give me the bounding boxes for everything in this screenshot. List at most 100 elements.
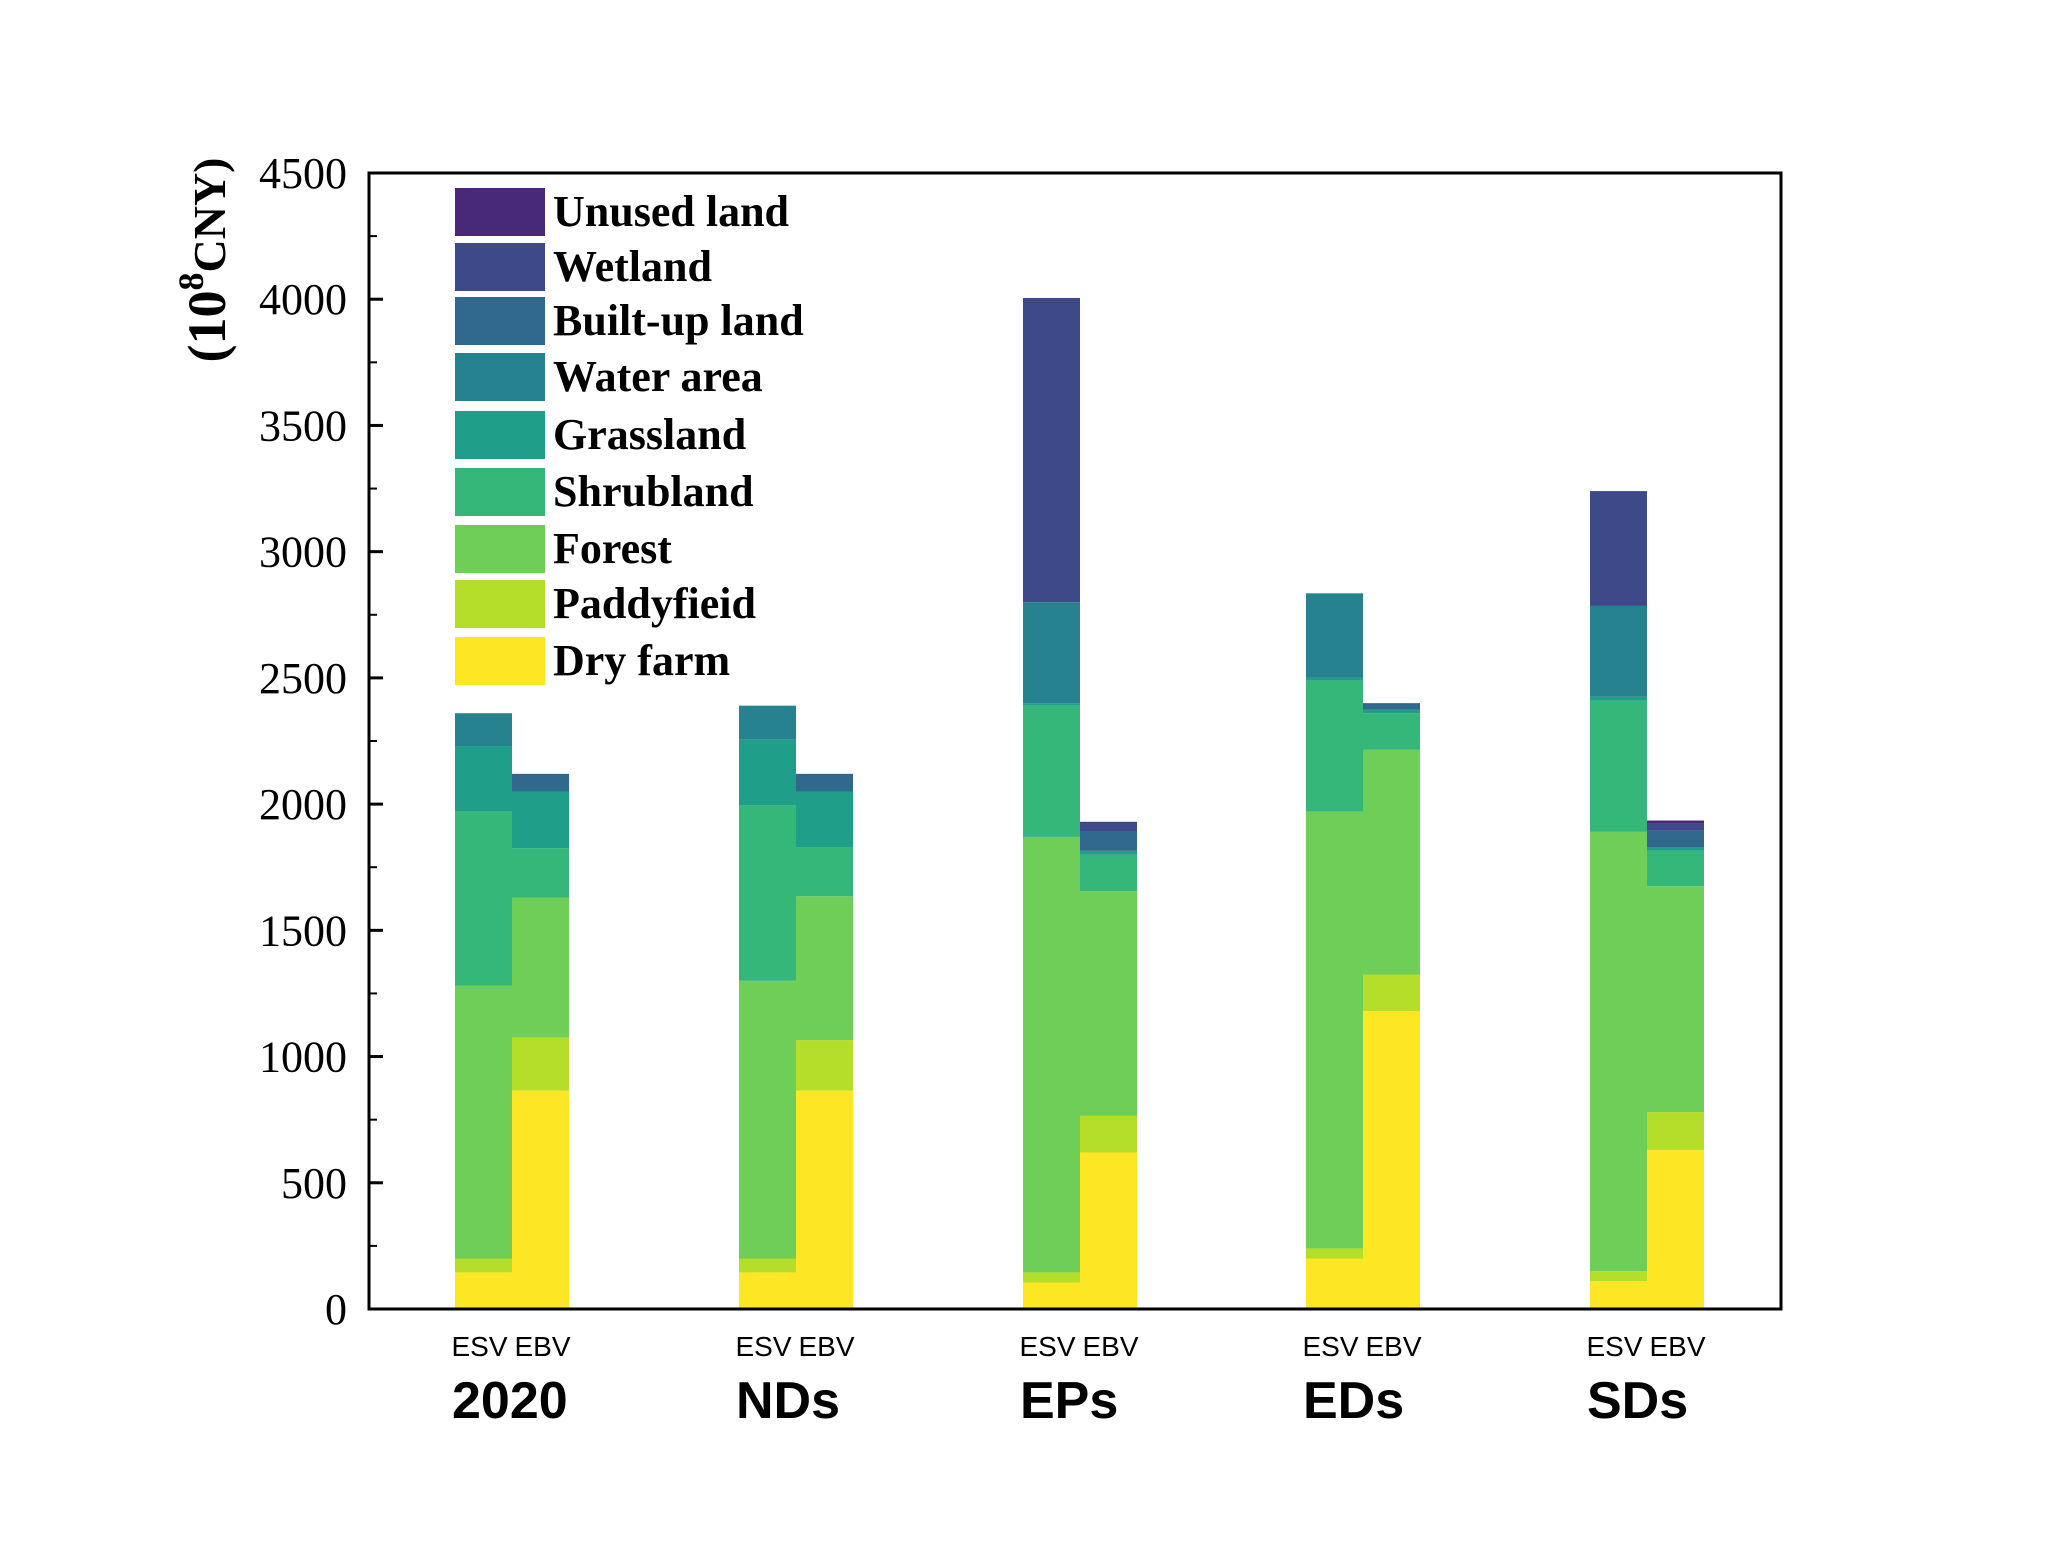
bar-segment-nds-ebv-dry-farm (796, 1090, 853, 1309)
sub-label-2020-esv: ESV (451, 1331, 507, 1362)
sub-label-2020-ebv: EBV (514, 1331, 570, 1362)
bar-segment-eps-esv-water-area (1023, 602, 1080, 704)
group-label-2020: 2020 (452, 1372, 568, 1430)
bar-segment-2020-ebv-paddyfieid (512, 1037, 569, 1091)
y-tick-label: 4500 (259, 149, 347, 198)
bar-segment-sds-esv-dry-farm (1590, 1281, 1647, 1309)
sub-label-eps-esv: ESV (1019, 1331, 1075, 1362)
legend-label-paddyfieid: Paddyfieid (553, 579, 756, 628)
y-axis-title: (108CNY) (171, 158, 237, 363)
bar-segment-nds-ebv-grassland (796, 791, 853, 848)
bar-segment-2020-ebv-built-up-land (512, 773, 569, 792)
bar-segment-2020-esv-dry-farm (455, 1272, 512, 1309)
y-axis-title-base: (10 (177, 291, 237, 363)
bar-segment-eps-esv-wetland (1023, 297, 1080, 603)
legend-swatch-unused-land (455, 188, 545, 236)
legend-swatch-grassland (455, 411, 545, 459)
legend-label-forest: Forest (553, 524, 672, 573)
bar-segment-nds-esv-shrubland (739, 805, 796, 981)
bar-segment-sds-ebv-paddyfieid (1647, 1112, 1704, 1150)
legend-swatch-forest (455, 525, 545, 573)
bar-segment-eds-ebv-grassland (1363, 709, 1420, 714)
legend-swatch-built-up-land (455, 297, 545, 345)
legend-label-wetland: Wetland (553, 242, 712, 291)
bar-segment-sds-esv-water-area (1590, 605, 1647, 697)
group-label-nds: NDs (736, 1372, 840, 1430)
y-tick-label: 500 (281, 1159, 347, 1208)
legend-label-water-area: Water area (553, 352, 763, 401)
legend-label-dry-farm: Dry farm (553, 636, 730, 685)
bar-segment-eps-esv-forest (1023, 836, 1080, 1273)
bar-segment-sds-ebv-built-up-land (1647, 830, 1704, 848)
bar-segment-nds-ebv-built-up-land (796, 773, 853, 792)
y-tick-label: 1500 (259, 906, 347, 955)
legend-swatch-shrubland (455, 468, 545, 516)
bar-segment-eds-esv-forest (1306, 811, 1363, 1249)
bar-segment-eps-esv-grassland (1023, 703, 1080, 706)
bar-segment-2020-esv-shrubland (455, 811, 512, 986)
legend-label-grassland: Grassland (553, 410, 746, 459)
sub-label-sds-ebv: EBV (1649, 1331, 1705, 1362)
bar-segment-eds-ebv-shrubland (1363, 713, 1420, 750)
bar-segment-nds-esv-dry-farm (739, 1272, 796, 1309)
bar-segment-eps-esv-dry-farm (1023, 1282, 1080, 1309)
bar-segment-eps-ebv-forest (1080, 891, 1137, 1116)
bar-segment-eds-esv-shrubland (1306, 680, 1363, 812)
y-tick-label: 4000 (259, 275, 347, 324)
bar-segment-sds-ebv-grassland (1647, 847, 1704, 851)
y-tick-label: 3500 (259, 401, 347, 450)
bar-segment-eds-ebv-dry-farm (1363, 1011, 1420, 1309)
bar-segment-sds-esv-paddyfieid (1590, 1271, 1647, 1282)
bar-segment-eps-esv-shrubland (1023, 705, 1080, 837)
y-tick-label: 2000 (259, 780, 347, 829)
bar-segment-nds-esv-forest (739, 980, 796, 1259)
bar-segment-eds-esv-paddyfieid (1306, 1248, 1363, 1259)
bar-segment-eds-ebv-built-up-land (1363, 703, 1420, 710)
bars-layer (455, 297, 1704, 1309)
bar-segment-sds-esv-forest (1590, 831, 1647, 1272)
bar-segment-2020-ebv-grassland (512, 791, 569, 849)
bar-segment-eps-ebv-paddyfieid (1080, 1115, 1137, 1153)
bar-segment-nds-ebv-shrubland (796, 847, 853, 897)
bar-segment-eds-ebv-forest (1363, 749, 1420, 975)
legend-swatch-dry-farm (455, 637, 545, 685)
sub-label-sds-esv: ESV (1586, 1331, 1642, 1362)
bar-segment-sds-esv-wetland (1590, 491, 1647, 606)
group-label-sds: SDs (1587, 1372, 1688, 1430)
legend-label-unused-land: Unused land (553, 187, 789, 236)
bar-segment-eps-ebv-dry-farm (1080, 1152, 1137, 1309)
bar-segment-2020-esv-grassland (455, 746, 512, 812)
y-tick-label: 0 (325, 1285, 347, 1334)
sub-label-eps-ebv: EBV (1082, 1331, 1138, 1362)
bar-segment-eds-ebv-paddyfieid (1363, 974, 1420, 1012)
bar-segment-nds-esv-water-area (739, 705, 796, 740)
bar-segment-sds-esv-grassland (1590, 696, 1647, 701)
y-tick-label: 1000 (259, 1033, 347, 1082)
legend: Unused land Wetland Built-up land Water are… (455, 187, 804, 685)
sub-label-nds-esv: ESV (735, 1331, 791, 1362)
bar-segment-2020-ebv-dry-farm (512, 1090, 569, 1309)
bar-segment-2020-esv-paddyfieid (455, 1258, 512, 1273)
bar-segment-2020-esv-forest (455, 985, 512, 1259)
legend-swatch-water-area (455, 353, 545, 401)
bar-segment-eps-ebv-grassland (1080, 850, 1137, 855)
bar-segment-2020-esv-water-area (455, 713, 512, 747)
bar-segment-nds-esv-grassland (739, 739, 796, 806)
y-axis-title-unit: CNY) (184, 158, 235, 273)
group-label-eps: EPs (1020, 1372, 1118, 1430)
bar-segment-sds-ebv-forest (1647, 886, 1704, 1113)
bar-segment-sds-ebv-shrubland (1647, 850, 1704, 887)
bar-segment-eds-esv-water-area (1306, 593, 1363, 678)
y-tick-label: 3000 (259, 528, 347, 577)
sub-label-nds-ebv: EBV (798, 1331, 854, 1362)
bar-segment-2020-ebv-forest (512, 897, 569, 1038)
bar-segment-nds-ebv-forest (796, 896, 853, 1041)
bar-segment-eds-esv-dry-farm (1306, 1258, 1363, 1309)
bar-segment-eps-ebv-wetland (1080, 821, 1137, 832)
bar-segment-eps-esv-paddyfieid (1023, 1272, 1080, 1283)
bar-segment-eds-esv-grassland (1306, 677, 1363, 681)
y-tick-label: 2500 (259, 654, 347, 703)
bar-segment-sds-ebv-unused-land (1647, 820, 1704, 824)
